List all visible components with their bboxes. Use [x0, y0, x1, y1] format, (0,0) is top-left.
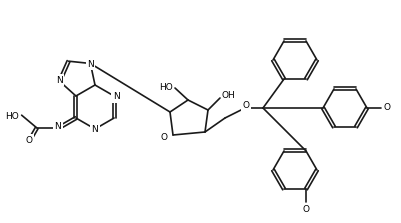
- Text: HO: HO: [159, 83, 172, 93]
- Text: O: O: [383, 103, 390, 112]
- Text: N: N: [54, 122, 61, 131]
- Text: O: O: [302, 205, 309, 214]
- Text: HO: HO: [5, 112, 18, 121]
- Text: OH: OH: [221, 91, 235, 101]
- Text: O: O: [160, 132, 168, 142]
- Text: N: N: [91, 124, 98, 134]
- Text: N: N: [112, 93, 119, 101]
- Text: O: O: [26, 136, 32, 145]
- Text: N: N: [87, 60, 93, 69]
- Text: N: N: [56, 76, 63, 85]
- Text: O: O: [242, 101, 249, 109]
